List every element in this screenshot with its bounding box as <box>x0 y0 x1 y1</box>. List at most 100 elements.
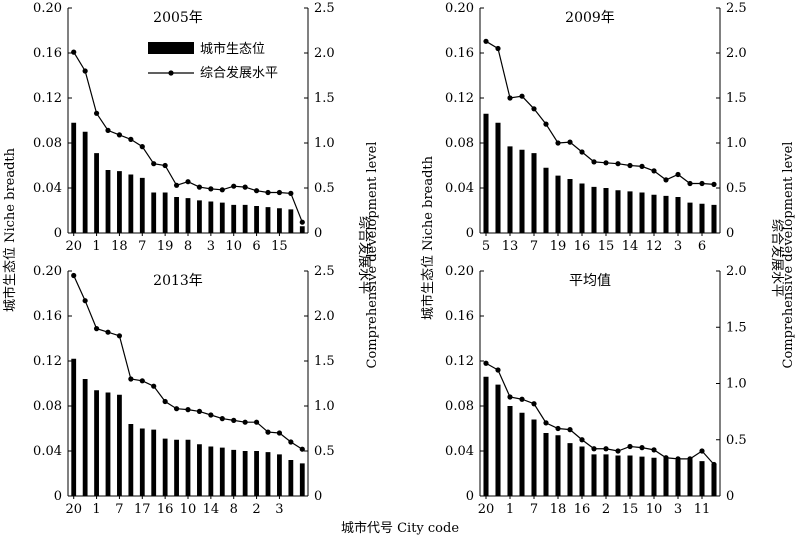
bar <box>299 463 305 496</box>
bar <box>615 190 621 233</box>
line-point <box>116 333 123 339</box>
bar <box>519 149 525 233</box>
bar <box>591 186 597 233</box>
line-point <box>196 408 203 414</box>
y2-tick-label: 0 <box>314 489 322 504</box>
line-point <box>627 162 633 169</box>
legend-bar-label: 城市生态位 <box>200 41 265 57</box>
bar <box>162 192 168 233</box>
x-tick-label: 20 <box>65 502 82 517</box>
bar <box>495 122 501 233</box>
x-tick-label: 8 <box>184 239 192 254</box>
bar <box>254 206 259 233</box>
chart-panel-4: 0 0.04 0.08 0.12 0.16 0.20 0 0.5 1.0 1.5 2.0 20 1 7 18… <box>445 264 747 517</box>
bar <box>299 226 305 233</box>
y-tick-label: 0.16 <box>445 46 474 61</box>
bar <box>94 153 99 233</box>
bar <box>94 390 99 496</box>
bar <box>687 202 693 233</box>
bar <box>591 454 597 496</box>
x-tick-label: 10 <box>180 502 197 517</box>
x-tick-label: 7 <box>138 239 146 254</box>
y-tick-label: 0.04 <box>445 444 474 459</box>
x-tick-label: 16 <box>157 502 174 517</box>
line-point <box>219 416 225 422</box>
line-point <box>495 367 501 373</box>
line-point <box>699 448 705 454</box>
bar <box>185 439 191 496</box>
line-point <box>196 184 203 190</box>
x-tick-label: 7 <box>530 502 538 517</box>
bar <box>663 195 669 233</box>
y2-tick-label: 1.5 <box>726 91 747 106</box>
bar <box>128 174 134 233</box>
x-tick-label: 7 <box>115 502 123 517</box>
line-point <box>93 110 100 116</box>
y2-tick-label: 1.0 <box>726 377 747 392</box>
bar <box>699 461 705 496</box>
line-point <box>82 68 88 74</box>
line-point <box>555 425 561 432</box>
line-point <box>162 398 168 405</box>
bar <box>151 192 157 233</box>
bar <box>174 197 179 233</box>
y2-tick-label: 1.5 <box>314 91 335 106</box>
bar <box>615 455 621 496</box>
line-point <box>507 394 513 400</box>
x-tick-label: 10 <box>225 239 242 254</box>
line-point <box>687 180 693 187</box>
legend-line-label: 综合发展水平 <box>200 65 278 81</box>
line-point <box>603 160 609 166</box>
bar <box>483 376 489 496</box>
bar <box>699 203 705 233</box>
y2-tick-label: 2.5 <box>314 264 335 279</box>
bar <box>543 433 549 496</box>
y-tick-label: 0 <box>466 226 474 241</box>
x-tick-label: 13 <box>502 239 519 254</box>
x-tick-label: 6 <box>252 239 260 254</box>
y-tick-label: 0.20 <box>33 1 62 16</box>
line-point <box>675 171 681 178</box>
y-tick-label: 0.08 <box>445 136 474 151</box>
bar <box>639 456 645 496</box>
x-tick-label: 1 <box>506 502 514 517</box>
line-point <box>71 49 77 55</box>
line-point <box>675 456 681 462</box>
chart-panel-1: 0 0.04 0.08 0.12 0.16 0.20 0 0.5 1.0 1.5 2.0 2.5 20 1… <box>33 1 335 254</box>
bar <box>185 198 191 233</box>
y2-tick-label: 0.5 <box>726 181 747 196</box>
line-point <box>615 448 621 454</box>
line-point <box>543 121 549 127</box>
bar <box>82 379 88 496</box>
bar <box>555 435 561 496</box>
bar <box>555 175 561 233</box>
line-point <box>663 177 669 183</box>
x-tick-label: 20 <box>65 239 82 254</box>
line-point <box>71 272 77 279</box>
bar <box>128 424 134 496</box>
y2-tick-label: 2.0 <box>726 264 747 279</box>
bar <box>105 170 111 233</box>
bar <box>627 455 633 496</box>
x-tick-label: 10 <box>646 502 663 517</box>
bar <box>139 177 145 233</box>
right-axis-label-cn-right: 综合发展水平 <box>769 219 785 297</box>
panel-title: 平均值 <box>569 273 611 289</box>
y-tick-label: 0.20 <box>445 1 474 16</box>
bar <box>651 194 657 233</box>
y-tick-label: 0.16 <box>33 46 62 61</box>
line-point <box>495 45 501 52</box>
x-tick-label: 15 <box>598 239 615 254</box>
bar <box>288 460 294 496</box>
line-point <box>151 383 157 389</box>
y2-tick-label: 1.0 <box>314 399 335 414</box>
x-tick-label: 17 <box>134 502 151 517</box>
line-point <box>687 456 693 462</box>
y2-tick-label: 0.5 <box>314 181 335 196</box>
line-point <box>231 417 237 423</box>
bar <box>231 449 237 496</box>
bar <box>254 451 259 496</box>
y-tick-label: 0.16 <box>445 309 474 324</box>
